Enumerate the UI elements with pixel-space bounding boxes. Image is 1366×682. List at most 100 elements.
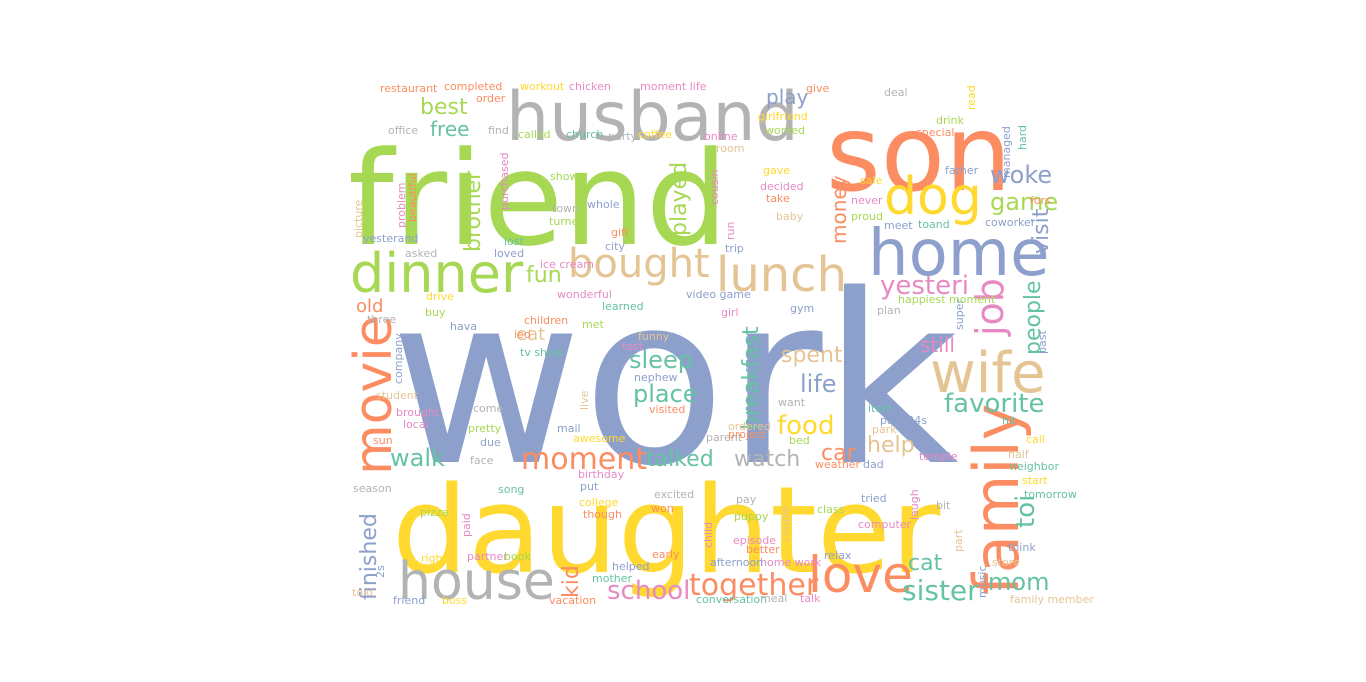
word-188: mother [592,572,632,585]
word-42: kid [559,565,584,598]
word-50: eat [516,324,545,345]
word-174: part [952,529,965,552]
word-84: coworker [985,216,1036,229]
word-173: child [702,522,715,548]
word-178: 2s [374,565,387,578]
word-0: work [390,245,959,518]
word-64: hard [1016,125,1029,150]
word-100: city [605,240,625,253]
word-1: daughter [392,462,941,601]
word-23: yesteri [880,271,969,301]
word-193: conversation [696,593,767,606]
word-154: put [580,480,599,493]
word-18: favorite [944,389,1044,419]
word-73: special [916,126,954,139]
word-80: never [851,194,883,207]
word-126: live [578,390,591,410]
word-112: buy [425,306,446,319]
word-53: completed [444,80,502,93]
word-46: people [1021,280,1046,355]
word-51: money [827,175,851,244]
word-27: place [633,380,698,408]
word-2: friend [348,123,728,275]
word-21: food [777,411,834,441]
word-167: couple [779,505,792,542]
word-45: brother [461,170,486,252]
word-22: mom [988,568,1049,596]
word-120: ied [514,328,531,341]
word-115: girl [721,306,739,319]
word-37: free [430,117,469,141]
word-180: partner [467,550,508,563]
word-143: awesome [573,432,626,445]
word-29: spent [781,343,843,368]
word-77: show [550,170,578,183]
word-17: together [689,568,819,603]
word-155: season [353,482,392,495]
word-104: ice cream [540,258,594,271]
word-117: plan [877,304,901,317]
word-96: picture [352,199,365,238]
word-149: birthday [578,468,625,481]
word-177: think [1008,541,1036,554]
word-189: told [352,586,373,599]
word-8: family [960,404,1033,595]
word-101: trip [725,242,744,255]
word-150: weather [815,458,861,471]
word-9: house [398,552,555,612]
word-108: happiest moment [898,293,996,306]
word-107: video game [686,288,751,301]
word-13: bought [568,241,710,287]
word-171: pizza [420,506,448,519]
word-56: moment life [640,80,707,93]
word-118: past [1036,330,1049,354]
word-148: face [470,454,494,467]
word-191: boss [442,594,467,607]
word-136: pretty [468,422,502,435]
word-63: managed [1000,126,1013,178]
word-196: music [976,565,989,598]
word-147: half [1008,448,1030,461]
word-156: song [498,483,524,496]
word-130: come [473,402,503,415]
word-79: decided [760,180,804,193]
word-43: breakfast [739,326,764,430]
word-19: sister [902,574,979,607]
word-72: worked [765,124,805,137]
word-152: temple [919,450,958,463]
word-160: laugh [908,489,921,520]
word-76: gave [763,164,790,177]
word-127: student [376,389,419,402]
word-48: toi [1011,495,1041,528]
word-7: wife [930,341,1046,406]
word-44: played [667,162,692,236]
word-61: girlfriend [758,110,808,123]
word-172: paid [460,513,473,537]
word-176: better [746,543,780,556]
word-146: bed [789,434,810,447]
word-82: proud [851,210,883,223]
word-153: neighbor [1010,460,1059,473]
word-124: tv show [520,346,563,359]
word-114: met [582,318,604,331]
word-131: want [778,396,806,409]
word-113: children [524,314,568,327]
word-65: office [388,124,418,137]
word-179: right [421,552,448,565]
word-24: woke [990,161,1052,189]
word-151: dad [863,458,884,471]
word-33: car [821,441,857,466]
word-89: whole [587,198,620,211]
word-62: drink [936,114,965,127]
word-161: start [1022,474,1048,487]
word-122: test [622,340,644,353]
word-59: read [965,85,978,110]
word-121: funny [638,330,670,343]
word-74: room [716,142,744,155]
word-140: call [1026,433,1045,446]
word-194: meal [760,592,787,605]
word-102: asked [405,247,437,260]
word-110: super [953,299,966,330]
word-98: lost [504,235,525,248]
